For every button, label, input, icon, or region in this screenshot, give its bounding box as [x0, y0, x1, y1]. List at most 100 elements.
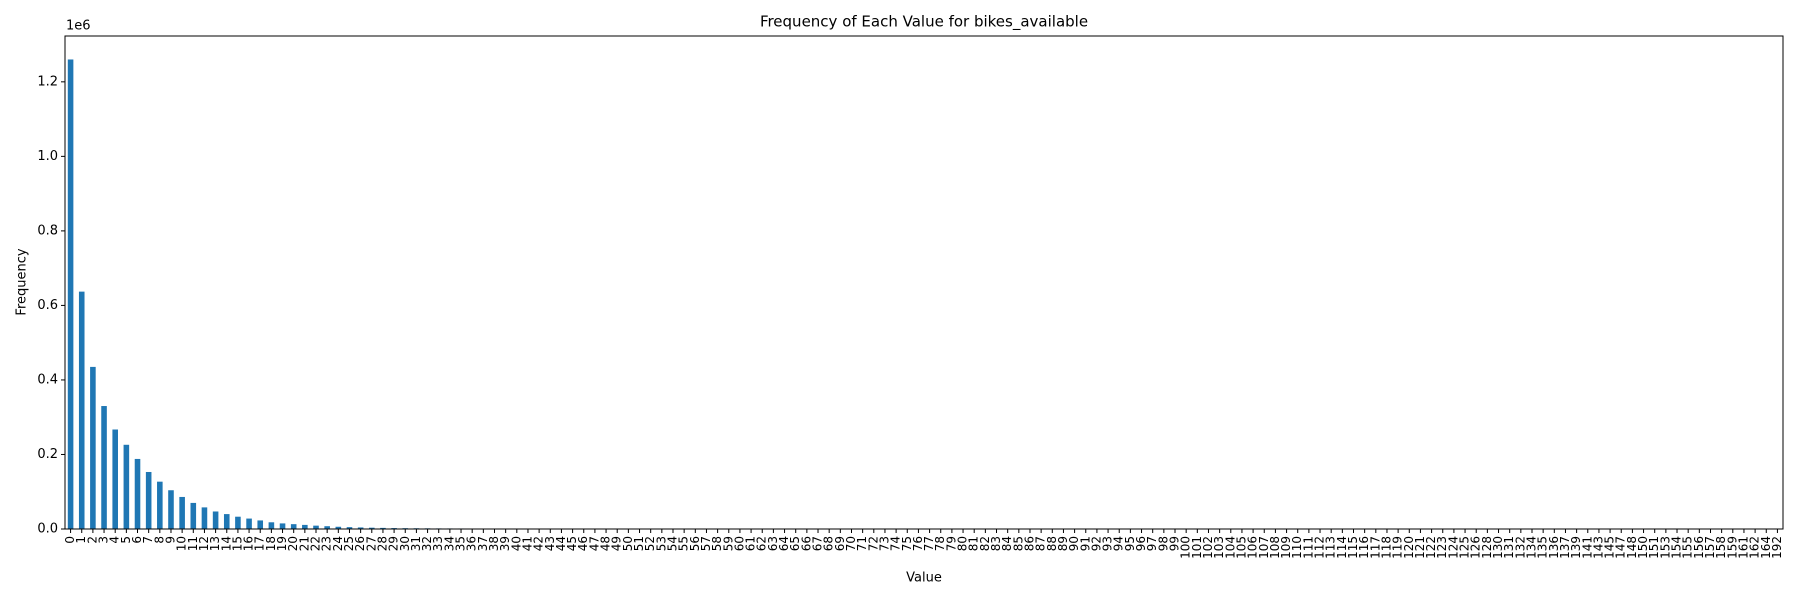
bar — [368, 527, 375, 529]
x-tick-label: 53 — [654, 536, 668, 551]
x-tick-label: 96 — [1134, 536, 1148, 551]
x-tick-label: 43 — [543, 536, 557, 551]
x-tick-label: 17 — [253, 536, 267, 551]
x-tick-label: 60 — [732, 536, 746, 551]
plot-frame — [64, 35, 1784, 530]
x-tick-label: 58 — [710, 536, 724, 551]
x-tick-label: 92 — [1089, 536, 1103, 551]
bar — [246, 518, 252, 529]
x-tick-label: 5 — [119, 536, 133, 544]
x-tick-label: 161 — [1736, 536, 1750, 559]
x-tick-label: 78 — [933, 536, 947, 551]
x-tick-label: 90 — [1067, 536, 1081, 551]
x-tick-label: 158 — [1714, 536, 1728, 559]
x-tick-label: 112 — [1313, 536, 1327, 559]
bar — [302, 524, 308, 529]
x-tick-label: 11 — [186, 536, 200, 551]
x-tick-label: 38 — [487, 536, 501, 551]
x-tick-label: 151 — [1647, 536, 1661, 559]
x-tick-label: 44 — [554, 536, 568, 551]
x-tick-label: 2 — [85, 536, 99, 544]
x-tick-label: 85 — [1011, 536, 1025, 551]
x-tick-label: 22 — [309, 536, 323, 551]
bar — [212, 511, 219, 529]
x-tick-label: 122 — [1424, 536, 1438, 559]
x-tick-label: 100 — [1179, 536, 1193, 559]
x-tick-label: 139 — [1569, 536, 1583, 559]
x-tick-label: 131 — [1502, 536, 1516, 559]
x-tick-label: 150 — [1636, 536, 1650, 559]
bar — [324, 526, 330, 529]
x-tick-label: 42 — [532, 536, 546, 551]
x-tick-label: 73 — [877, 536, 891, 551]
x-tick-label: 33 — [431, 536, 445, 551]
x-tick-label: 23 — [320, 536, 334, 551]
x-tick-label: 28 — [375, 536, 389, 551]
x-tick-label: 98 — [1156, 536, 1170, 551]
bar — [90, 366, 96, 529]
x-tick-label: 46 — [576, 536, 590, 551]
x-tick-label: 15 — [230, 536, 244, 551]
x-tick-label: 41 — [520, 536, 534, 551]
x-tick-label: 157 — [1703, 536, 1717, 559]
x-tick-label: 3 — [97, 536, 111, 544]
x-tick-label: 24 — [331, 536, 345, 551]
x-tick-label: 16 — [242, 536, 256, 551]
x-tick-label: 1 — [74, 536, 88, 544]
x-tick-label: 81 — [967, 536, 981, 551]
x-tick-label: 19 — [275, 536, 289, 551]
bar — [201, 507, 208, 529]
x-tick-label: 59 — [721, 536, 735, 551]
x-tick-label: 99 — [1168, 536, 1182, 551]
x-tick-label: 95 — [1123, 536, 1137, 551]
x-tick-label: 94 — [1112, 536, 1126, 551]
x-tick-label: 192 — [1770, 536, 1784, 559]
x-tick-label: 39 — [498, 536, 512, 551]
x-tick-label: 104 — [1223, 536, 1237, 559]
x-tick-label: 31 — [409, 536, 423, 551]
x-tick-label: 109 — [1279, 536, 1293, 559]
x-tick-label: 103 — [1212, 536, 1226, 559]
bar — [235, 516, 241, 529]
x-tick-label: 26 — [353, 536, 367, 551]
bar — [101, 406, 107, 529]
x-tick-label: 108 — [1268, 536, 1282, 559]
x-tick-label: 13 — [208, 536, 222, 551]
x-tick-label: 20 — [286, 536, 300, 551]
x-tick-label: 137 — [1558, 536, 1572, 559]
x-tick-label: 156 — [1692, 536, 1706, 559]
x-tick-label: 125 — [1458, 536, 1472, 559]
x-tick-label: 145 — [1603, 536, 1617, 559]
x-tick-label: 148 — [1625, 536, 1639, 559]
y-axis-label: Frequency — [15, 248, 30, 315]
x-tick-label: 147 — [1614, 536, 1628, 559]
x-tick-label: 69 — [833, 536, 847, 551]
x-tick-label: 126 — [1469, 536, 1483, 559]
x-tick-label: 62 — [755, 536, 769, 551]
x-tick-label: 61 — [744, 536, 758, 551]
bar — [335, 526, 342, 529]
x-tick-label: 7 — [141, 536, 155, 544]
x-tick-label: 27 — [364, 536, 378, 551]
x-tick-label: 88 — [1045, 536, 1059, 551]
bar — [157, 481, 163, 529]
x-tick-label: 89 — [1056, 536, 1070, 551]
bar — [145, 471, 152, 529]
x-tick-label: 110 — [1290, 536, 1304, 559]
x-tick-label: 114 — [1335, 536, 1349, 559]
bar — [67, 59, 74, 529]
x-tick-label: 154 — [1670, 536, 1684, 559]
x-tick-label: 66 — [799, 536, 813, 551]
x-tick-label: 55 — [677, 536, 691, 551]
x-tick-label: 107 — [1257, 536, 1271, 559]
x-tick-label: 143 — [1591, 536, 1605, 559]
x-tick-label: 124 — [1446, 536, 1460, 559]
x-tick-label: 40 — [509, 536, 523, 551]
x-tick-label: 83 — [989, 536, 1003, 551]
x-tick-label: 115 — [1346, 536, 1360, 559]
bar — [313, 525, 319, 529]
x-tick-label: 49 — [610, 536, 624, 551]
x-tick-label: 36 — [465, 536, 479, 551]
x-tick-label: 119 — [1391, 536, 1405, 559]
